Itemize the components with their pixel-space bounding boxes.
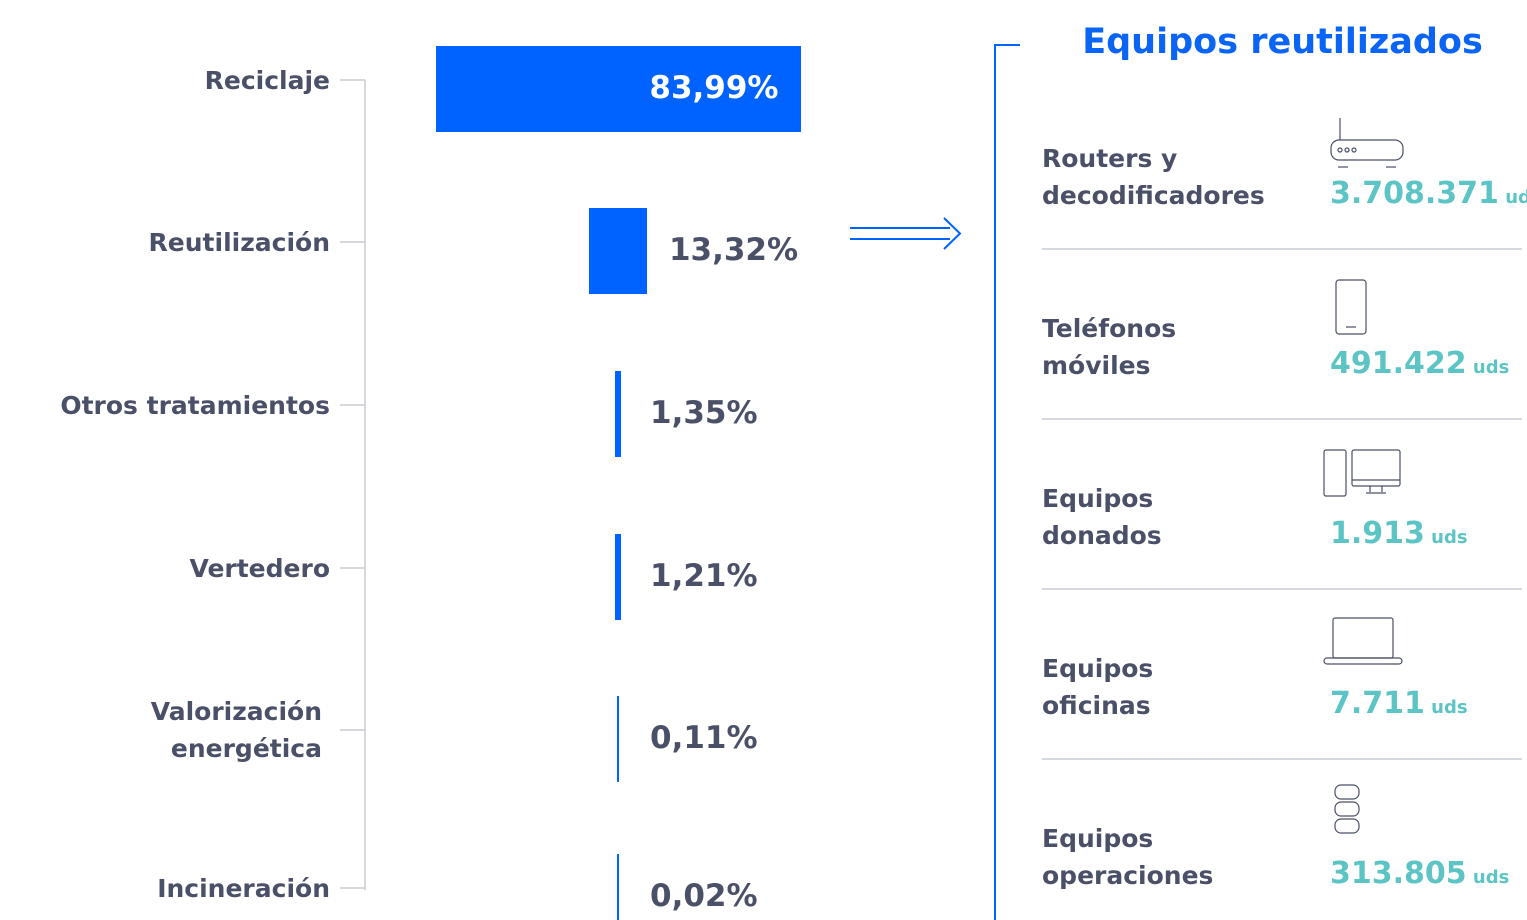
item-value: 313.805 uds <box>1330 856 1510 891</box>
panel-bracket <box>994 44 1020 920</box>
item-name: Teléfonos móviles <box>1042 314 1177 380</box>
category-label: Reutilización <box>148 228 330 257</box>
item-value: 7.711 uds <box>1330 686 1468 721</box>
item-value: 3.708.371 uds <box>1330 176 1527 211</box>
category-label: Reciclaje <box>204 66 330 95</box>
item-name: Equipos donados <box>1042 484 1162 550</box>
bar <box>615 534 621 620</box>
bar <box>589 208 647 294</box>
value-label: 1,35% <box>650 395 758 431</box>
item-value: 1.913 uds <box>1330 516 1468 551</box>
panel-title: Equipos reutilizados <box>1082 22 1483 62</box>
item-unit: uds <box>1424 527 1468 548</box>
item-unit: uds <box>1466 357 1510 378</box>
category-label: Valorización energética <box>150 697 322 763</box>
category-label: Otros tratamientos <box>60 391 330 420</box>
bar <box>435 46 801 132</box>
item-unit: uds <box>1424 697 1468 718</box>
value-label: 0,11% <box>650 720 758 756</box>
item-name: Equipos oficinas <box>1042 654 1154 720</box>
bar <box>615 371 621 457</box>
category-label: Vertedero <box>189 554 330 583</box>
item-name: Routers y decodificadores <box>1042 144 1265 210</box>
icons <box>1323 118 1404 834</box>
bar <box>617 696 619 782</box>
item-value: 491.422 uds <box>1330 346 1510 381</box>
item-unit: uds <box>1466 867 1510 888</box>
item-unit: uds <box>1505 187 1527 208</box>
arrow <box>850 217 962 250</box>
bar <box>617 854 619 920</box>
value-label: 13,32% <box>668 232 799 268</box>
value-label: 0,02% <box>650 878 758 914</box>
value-label: 1,21% <box>650 558 758 594</box>
value-label: 83,99% <box>649 70 779 106</box>
item-name: Equipos operaciones <box>1042 824 1214 890</box>
category-label: Incineración <box>157 874 330 903</box>
